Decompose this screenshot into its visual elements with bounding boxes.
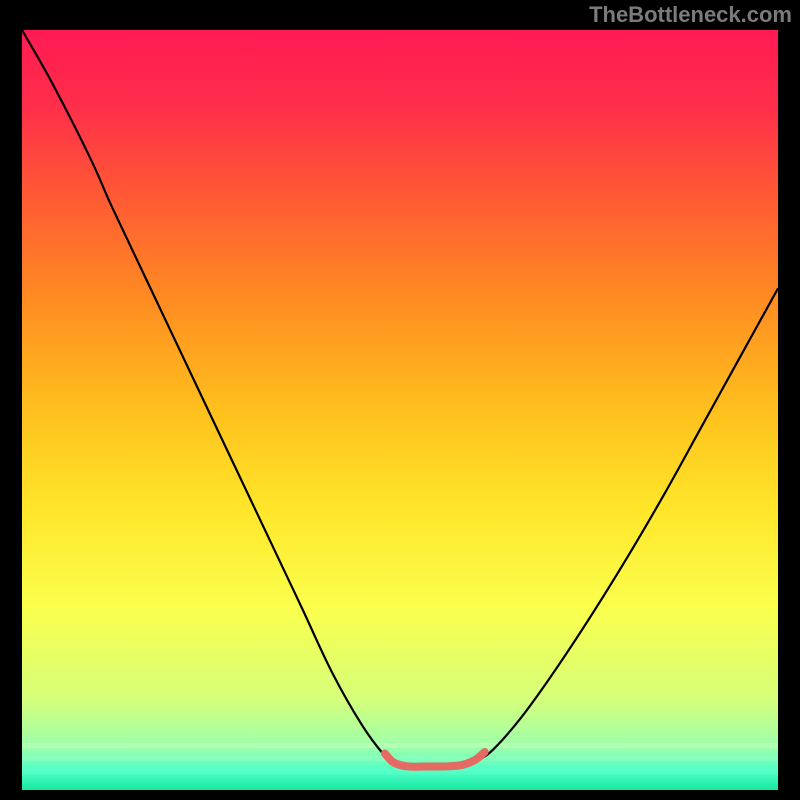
curve-svg xyxy=(22,30,778,790)
watermark-text: TheBottleneck.com xyxy=(589,2,792,28)
bottleneck-curve xyxy=(22,30,778,765)
chart-container: TheBottleneck.com xyxy=(0,0,800,800)
plot-area xyxy=(22,30,778,790)
trough-marker xyxy=(385,752,485,767)
